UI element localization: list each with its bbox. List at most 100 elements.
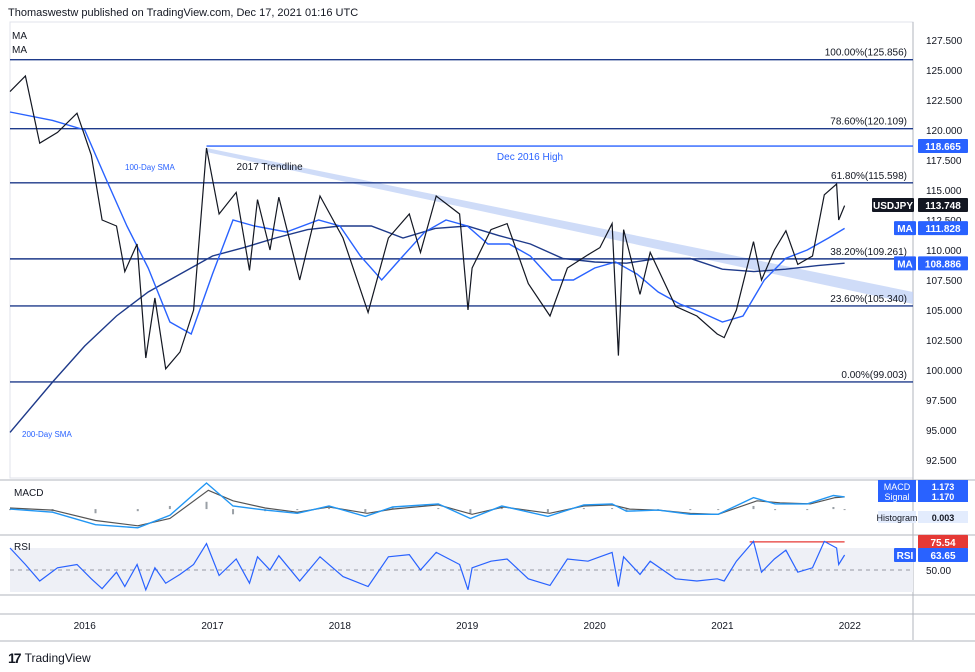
ma1-name-tag-bg — [894, 221, 916, 236]
ma2-name-tag-text: MA — [897, 259, 913, 270]
macd-tag: Signal 1.170 — [878, 490, 968, 502]
symbol-tag-text: USDJPY — [873, 201, 913, 212]
dec-high-price-tag-text: 118.665 — [925, 142, 961, 153]
macd-tag-name-bg — [878, 480, 916, 492]
y-tick-label: 102.500 — [926, 336, 963, 347]
macd-line — [9, 482, 845, 529]
ma1-price-tag-bg — [918, 221, 968, 236]
y-tick-label: 97.500 — [926, 396, 957, 407]
macd-histogram-bar — [611, 508, 614, 510]
trendline-band — [206, 148, 913, 304]
macd-histogram-bar — [717, 509, 720, 511]
macd-histogram-bar — [806, 509, 809, 511]
fib-level-label: 100.00%(125.856) — [825, 48, 907, 59]
symbol-tag-bg — [872, 198, 914, 213]
main-pane-frame — [9, 21, 914, 479]
rsi-tick-label: 50.00 — [926, 566, 951, 577]
y-tick-label: 120.000 — [926, 126, 963, 137]
y-tick-label: 117.500 — [926, 156, 962, 167]
symbol-tag: USDJPY — [872, 198, 914, 213]
ma2-price-tag-text: 108.886 — [925, 259, 962, 270]
y-tick-label: 105.000 — [926, 306, 963, 317]
macd-tag-name: MACD — [884, 482, 911, 492]
macd-histogram-bar — [232, 509, 235, 515]
macd-tag-name-bg — [878, 511, 916, 523]
rsi-name-tag-bg — [894, 547, 916, 562]
footer-brand[interactable]: 17 TradingView — [8, 650, 91, 666]
macd-histogram-bar — [437, 508, 440, 510]
sma-200-label: 200-Day SMA — [22, 430, 72, 439]
dec-high-price-tag-bg — [918, 139, 968, 154]
rsi-value-tag-bg — [918, 547, 968, 562]
fib-level-label: 0.00%(99.003) — [841, 370, 907, 381]
y-tick-label: 100.000 — [926, 366, 963, 377]
macd-tag-value-bg — [918, 511, 968, 523]
macd-histogram-bar — [296, 509, 299, 511]
macd-tag-value: 1.173 — [932, 482, 955, 492]
y-tick-label: 110.000 — [926, 246, 962, 257]
macd-tag-name: Histogram — [876, 513, 917, 523]
macd-histogram-bar — [546, 509, 549, 513]
ma2-name-tag-bg — [894, 256, 916, 271]
fib-level-label: 61.80%(115.598) — [831, 171, 907, 182]
macd-histogram-bar — [582, 508, 585, 510]
macd-histogram-bar — [689, 509, 692, 511]
macd-histogram-bar — [500, 508, 503, 510]
sma-100-label: 100-Day SMA — [125, 163, 175, 172]
macd-histogram-bar — [752, 505, 755, 510]
ma2-name-tag: MA — [894, 256, 916, 271]
rsi-value-tag: 63.65 — [918, 547, 968, 562]
macd-label: MACD — [14, 488, 43, 499]
rsi-overbought-tag-text: 75.54 — [930, 538, 955, 549]
ma1-name-tag-text: MA — [897, 224, 913, 235]
x-tick-label: 2017 — [201, 621, 224, 632]
y-tick-label: 92.500 — [926, 456, 957, 467]
y-tick-label: 127.500 — [926, 36, 963, 47]
last-price-tag: 113.748 — [918, 198, 968, 213]
publisher-caption: Thomaswestw published on TradingView.com… — [8, 7, 359, 19]
macd-signal-line — [9, 489, 845, 527]
rsi-overbought-tag-bg — [918, 534, 968, 549]
ma1-price-tag-text: 111.828 — [925, 224, 960, 235]
macd-tag: MACD 1.173 — [878, 480, 968, 492]
y-tick-label: 107.500 — [926, 276, 963, 287]
macd-histogram-bar — [625, 509, 628, 512]
rsi-label: RSI — [14, 542, 31, 553]
ma-legend-2[interactable]: MA — [12, 45, 27, 56]
macd-histogram-bar — [136, 509, 139, 512]
rsi-value-tag-text: 63.65 — [930, 551, 955, 562]
y-tick-label: 95.000 — [926, 426, 957, 437]
x-tick-label: 2019 — [456, 621, 479, 632]
x-tick-label: 2021 — [711, 621, 734, 632]
ma1-price-tag: 111.828 — [918, 221, 968, 236]
sma-100-line — [9, 111, 845, 336]
ma-legend-1[interactable]: MA — [12, 31, 27, 42]
macd-histogram-bar — [391, 507, 394, 510]
macd-histogram-bar — [205, 501, 208, 510]
macd-tag-name-bg — [878, 490, 916, 502]
x-tick-label: 2018 — [329, 621, 352, 632]
last-price-tag-text: 113.748 — [925, 201, 961, 212]
x-tick-label: 2020 — [584, 621, 607, 632]
rsi-overbought-tag: 75.54 — [918, 534, 968, 549]
macd-histogram-bar — [168, 505, 171, 510]
dec-2016-high-label: Dec 2016 High — [497, 152, 563, 163]
y-tick-label: 115.000 — [926, 186, 962, 197]
ma2-price-tag-bg — [918, 256, 968, 271]
rsi-line — [9, 540, 846, 592]
macd-tag-value-bg — [918, 490, 968, 502]
macd-histogram-bar — [469, 509, 472, 514]
fib-level-label: 38.20%(109.261) — [830, 247, 907, 258]
dec-high-price-tag: 118.665 — [918, 139, 968, 154]
macd-tag-value-bg — [918, 480, 968, 492]
macd-tag-value: 0.003 — [932, 513, 955, 523]
macd-tag-value: 1.170 — [932, 492, 955, 502]
ma1-name-tag: MA — [894, 221, 916, 236]
last-price-tag-bg — [918, 198, 968, 213]
macd-histogram-bar — [364, 509, 367, 513]
price-line — [9, 74, 846, 371]
footer-brand-label: TradingView — [24, 651, 91, 665]
fib-level-label: 23.60%(105.340) — [830, 294, 907, 305]
macd-histogram-bar — [94, 509, 97, 514]
